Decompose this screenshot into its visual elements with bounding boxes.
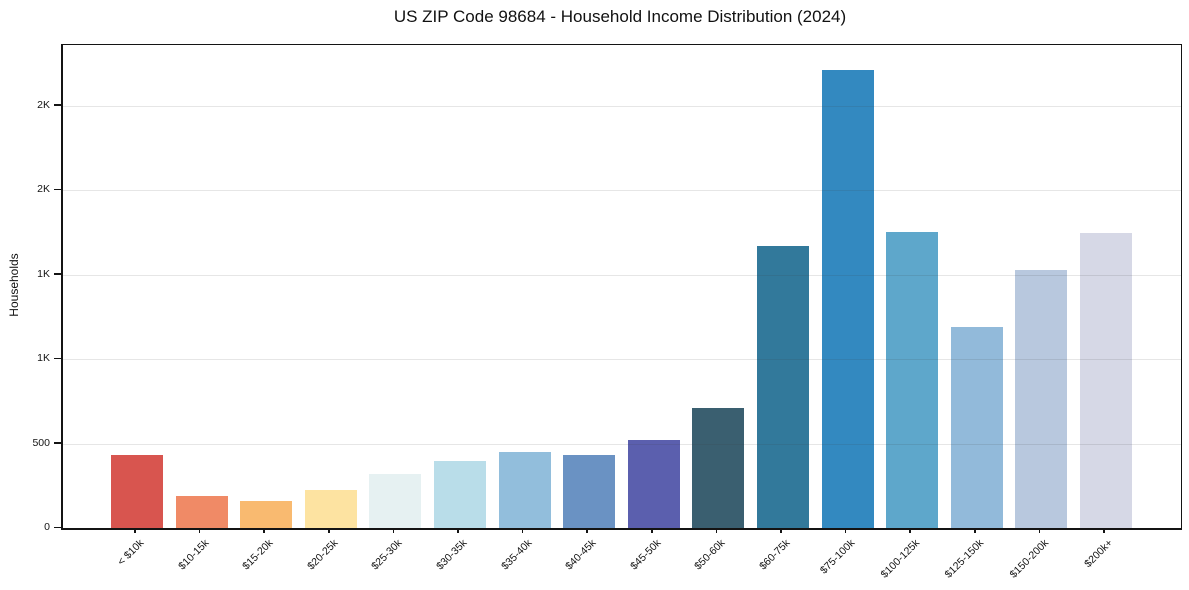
- x-tick-mark: [134, 527, 136, 533]
- y-tick-mark: [54, 442, 61, 444]
- bar: [175, 495, 228, 528]
- bar: [240, 501, 293, 528]
- x-tick-mark: [1103, 527, 1105, 533]
- y-tick-label: 2K: [37, 183, 50, 196]
- bar: [369, 474, 422, 528]
- x-tick-mark: [715, 527, 718, 533]
- bar: [498, 452, 551, 528]
- bar: [886, 231, 939, 528]
- x-tick-label: $75-100k: [817, 537, 858, 577]
- x-tick-label: $30-35k: [434, 537, 470, 573]
- x-tick-label: < $10k: [115, 537, 147, 568]
- bars-layer: [63, 45, 1181, 528]
- x-tick-label: $100-125k: [878, 537, 922, 581]
- bar: [692, 408, 745, 528]
- bar: [434, 461, 486, 528]
- x-tick-mark: [780, 527, 782, 533]
- x-tick-label: $45-50k: [627, 537, 664, 573]
- bar: [627, 440, 680, 528]
- y-axis-title: Households: [7, 253, 21, 317]
- x-tick-label: $50-60k: [692, 537, 728, 573]
- x-tick-mark: [651, 527, 653, 533]
- y-tick-mark: [54, 273, 61, 275]
- bar: [111, 455, 163, 528]
- bar: [1080, 232, 1132, 528]
- x-tick-label: $40-45k: [563, 537, 599, 573]
- x-tick-label: $150-200k: [1007, 537, 1051, 581]
- bar: [757, 246, 809, 528]
- x-tick-label: $10-15k: [175, 537, 212, 573]
- x-tick-mark: [909, 527, 911, 533]
- x-tick-label: $200k+: [1082, 537, 1116, 571]
- x-tick-mark: [521, 527, 524, 533]
- y-tick-label: 2K: [37, 98, 50, 111]
- x-tick-mark: [844, 527, 847, 533]
- x-tick-mark: [198, 527, 201, 533]
- x-tick-mark: [457, 527, 459, 533]
- bar: [1015, 269, 1068, 528]
- y-tick-label: 1K: [37, 267, 50, 280]
- x-tick-label: $60-75k: [757, 537, 793, 573]
- x-tick-mark: [1038, 527, 1041, 533]
- bar: [563, 455, 616, 528]
- y-tick-mark: [54, 188, 61, 191]
- y-tick-label: 1K: [37, 352, 50, 365]
- x-tick-label: $25-30k: [369, 537, 405, 573]
- y-tick-mark: [54, 526, 61, 528]
- y-tick-mark: [54, 357, 61, 360]
- x-tick-label: $35-40k: [498, 537, 535, 573]
- y-tick-label: 0: [44, 521, 50, 533]
- bar: [304, 490, 357, 528]
- x-tick-label: $125-150k: [942, 537, 987, 581]
- bar: [821, 69, 874, 528]
- x-tick-label: $20-25k: [304, 537, 341, 573]
- x-tick-label: $15-20k: [240, 537, 276, 573]
- bar: [950, 327, 1003, 528]
- y-tick-label: 500: [32, 436, 50, 449]
- x-tick-mark: [974, 527, 976, 533]
- x-tick-mark: [586, 527, 588, 533]
- plot-area: [61, 44, 1182, 530]
- x-tick-mark: [392, 527, 395, 533]
- x-tick-mark: [263, 527, 265, 533]
- x-tick-mark: [328, 527, 330, 533]
- chart-title: US ZIP Code 98684 - Household Income Dis…: [393, 7, 847, 26]
- y-tick-mark: [54, 104, 61, 106]
